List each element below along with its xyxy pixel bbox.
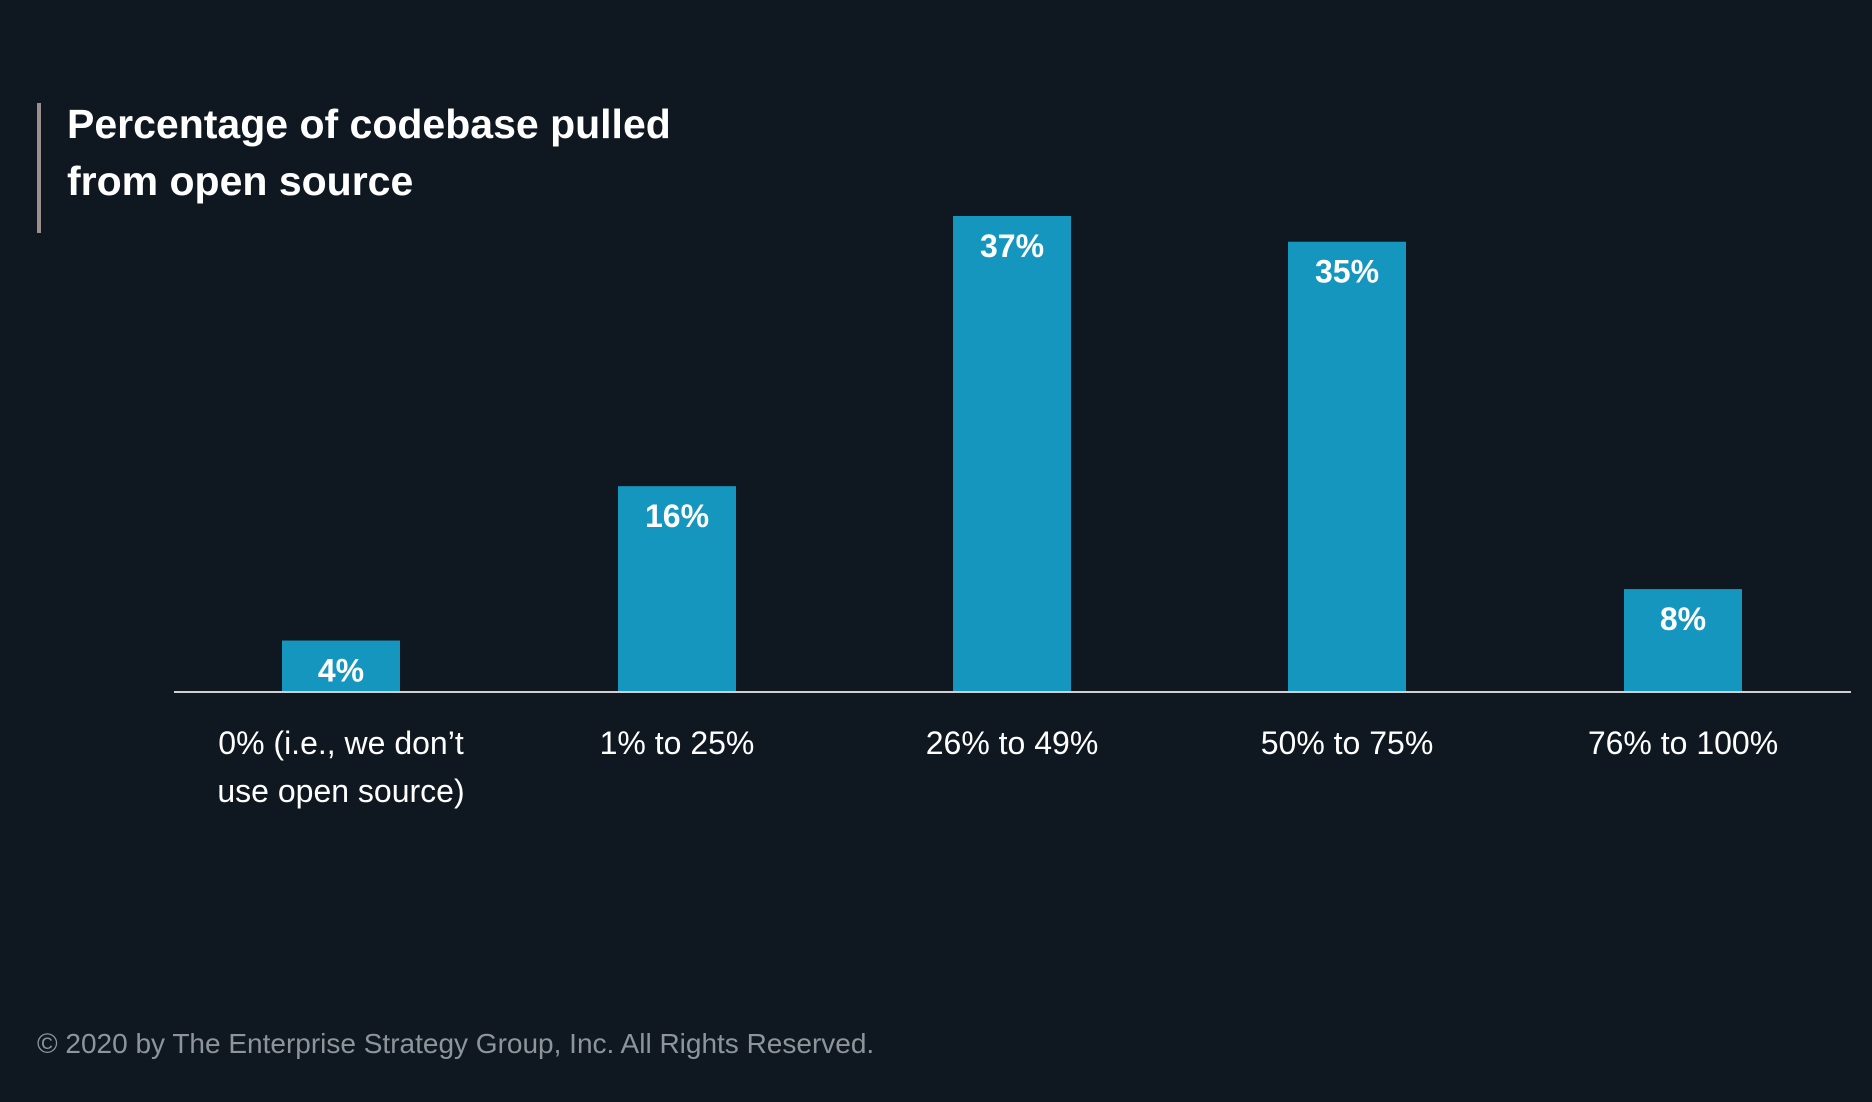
x-tick-label-2: 1% to 25% <box>600 725 755 761</box>
bar-value-label-5: 8% <box>1660 601 1706 637</box>
bar-1 <box>282 640 400 692</box>
bar-value-label-3: 37% <box>980 228 1044 264</box>
copyright-footer: © 2020 by The Enterprise Strategy Group,… <box>37 1028 875 1059</box>
bar-5 <box>1624 589 1742 692</box>
chart-title: Percentage of codebase pulled from open … <box>67 96 787 210</box>
bar-2 <box>618 486 736 692</box>
chart-title-line-2: from open source <box>67 158 414 204</box>
bar-4 <box>1288 241 1406 692</box>
x-tick-label-1-line-2: use open source) <box>217 773 464 809</box>
x-tick-label-1-line-1: 0% (i.e., we don’t <box>218 725 464 761</box>
bar-value-label-4: 35% <box>1315 254 1379 290</box>
x-tick-label-4: 50% to 75% <box>1261 725 1434 761</box>
bar-value-label-2: 16% <box>645 498 709 534</box>
bar-3 <box>953 216 1071 692</box>
bar-value-label-1: 4% <box>318 653 364 689</box>
chart-title-line-1: Percentage of codebase pulled <box>67 101 671 147</box>
title-accent-rule <box>37 103 41 233</box>
x-tick-label-3: 26% to 49% <box>926 725 1099 761</box>
x-tick-label-5: 76% to 100% <box>1588 725 1778 761</box>
